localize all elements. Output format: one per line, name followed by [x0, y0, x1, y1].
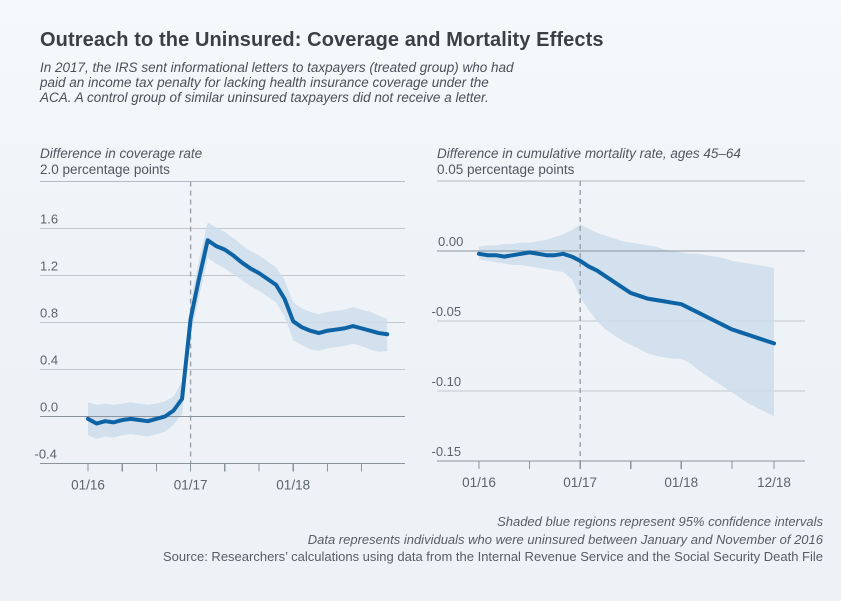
- y-tick-label: -0.10: [432, 374, 462, 389]
- figure-subtitle: In 2017, the IRS sent informational lett…: [40, 60, 514, 105]
- mortality-chart: 0.00 -0.05 -0.10 -0.15 01/16 01/17 01/18 12/18: [432, 180, 805, 490]
- coverage-chart: 1.6 1.2 0.8 0.4 0.0 -0.4 01/16 01/17 01/18: [35, 181, 405, 493]
- data-line: [477, 250, 777, 346]
- y-tick-label: 0.4: [40, 353, 58, 368]
- footnote-source: Source: Researchers’ calculations using …: [163, 549, 823, 565]
- x-tick-label: 01/18: [276, 478, 310, 493]
- data-line: [86, 238, 390, 426]
- y-tick-label: -0.4: [35, 447, 57, 462]
- confidence-band: [479, 224, 775, 417]
- y-tick-label: 0.00: [438, 234, 463, 249]
- x-tick-label: 01/16: [71, 478, 105, 493]
- figure-title: Outreach to the Uninsured: Coverage and …: [40, 29, 604, 51]
- y-tick-label: 0.8: [40, 306, 58, 321]
- y-tick-label: -0.05: [432, 304, 462, 319]
- coverage-chart-units: 2.0 percentage points: [40, 161, 170, 177]
- coverage-chart-header: Difference in coverage rate 2.0 percenta…: [40, 146, 202, 177]
- x-tick-label: 01/17: [174, 478, 208, 493]
- footnote-confidence-intervals: Shaded blue regions represent 95% confid…: [497, 514, 823, 529]
- x-tick-label: 01/16: [462, 475, 496, 490]
- x-tick-label: 01/17: [563, 475, 597, 490]
- footnote-sample: Data represents individuals who were uni…: [307, 531, 823, 547]
- y-tick-label: 1.2: [40, 259, 58, 274]
- y-tick-label: 0.0: [40, 400, 58, 415]
- x-tick-label: 01/18: [664, 475, 698, 490]
- mortality-chart-units: 0.05 percentage points: [437, 161, 575, 177]
- confidence-band: [88, 222, 388, 439]
- mortality-chart-header: Difference in cumulative mortality rate,…: [437, 146, 741, 177]
- mortality-chart-title: Difference in cumulative mortality rate,…: [437, 146, 741, 161]
- y-tick-label: -0.15: [432, 444, 462, 459]
- x-tick-label: 12/18: [757, 475, 791, 490]
- y-tick-label: 1.6: [40, 212, 58, 227]
- coverage-chart-title: Difference in coverage rate: [40, 146, 203, 161]
- figure-footnotes: Shaded blue regions represent 95% confid…: [163, 513, 823, 566]
